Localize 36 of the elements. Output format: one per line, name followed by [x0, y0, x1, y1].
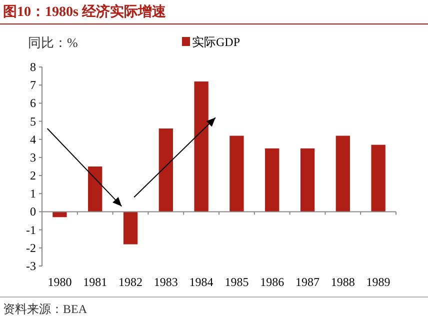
bar [158, 128, 173, 212]
bar [123, 212, 138, 244]
x-tick-label: 1984 [189, 275, 214, 289]
x-tick-label: 1982 [118, 275, 142, 289]
text: 资料来源：BEA [3, 302, 88, 316]
bar [88, 166, 102, 212]
y-tick-label: 7 [30, 78, 36, 92]
x-tick-label: 1989 [366, 275, 390, 289]
bar [300, 148, 315, 212]
bar [371, 144, 386, 212]
y-tick-label: 2 [30, 168, 36, 183]
y-axis-title: 同比：% [28, 35, 78, 50]
chart-title: 图10：1980s 经济实际增速 [3, 3, 167, 20]
x-tick-label: 1987 [296, 275, 320, 289]
bar [52, 212, 67, 218]
x-tick-label: 1988 [330, 275, 355, 289]
x-tick-label: 1980 [48, 275, 72, 289]
x-tick-label: 1981 [83, 275, 108, 289]
bar [194, 81, 208, 212]
y-tick-label: 3 [30, 150, 36, 164]
bar [230, 136, 244, 212]
y-tick-label: 0 [30, 204, 36, 219]
y-tick-label: 6 [30, 96, 36, 110]
y-tick-label: 8 [30, 60, 36, 74]
y-tick-label: -1 [26, 222, 36, 237]
y-tick-label: -3 [26, 259, 36, 273]
y-tick-label: -2 [26, 240, 36, 255]
legend-label: 实际GDP [192, 35, 240, 49]
x-tick-label: 1983 [154, 275, 178, 289]
x-tick-label: 1986 [260, 275, 284, 289]
bar [336, 136, 350, 212]
bar [265, 148, 280, 212]
x-tick-label: 1985 [224, 275, 249, 289]
y-tick-label: 4 [30, 132, 36, 146]
y-tick-label: 1 [30, 186, 36, 201]
y-tick-label: 5 [30, 114, 36, 128]
